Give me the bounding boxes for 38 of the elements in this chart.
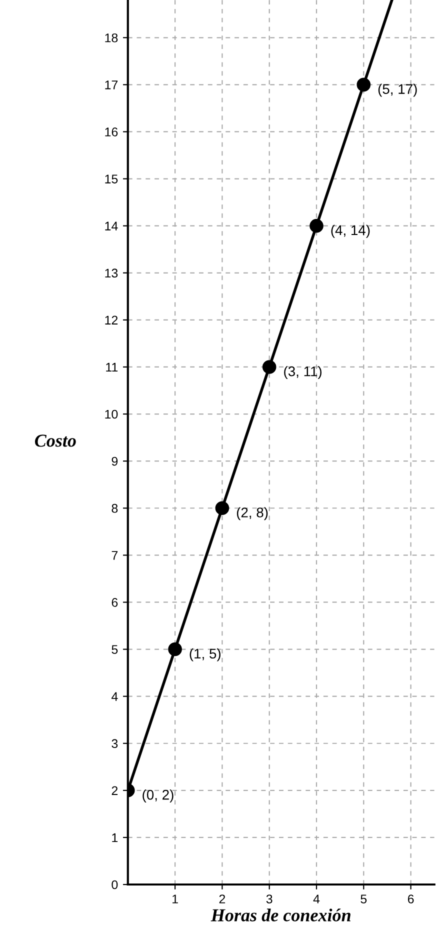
annotation: (4, 14): [331, 224, 370, 238]
y-tick-label: 10: [105, 410, 118, 419]
y-tick-label: 17: [105, 80, 118, 90]
y-tick-label: 18: [105, 33, 118, 42]
x-tick-label: 6: [408, 894, 414, 904]
point: [215, 501, 230, 516]
y-tick-label: 12: [105, 316, 118, 324]
x-tick-label: 3: [266, 894, 272, 904]
y-tick-label: 9: [112, 456, 118, 466]
y-tick-label: 1: [112, 833, 118, 842]
y-tick-label: 0: [112, 880, 118, 890]
x-tick-label: 1: [172, 894, 178, 904]
x-tick-label: 5: [360, 894, 367, 904]
y-tick-label: 11: [106, 362, 118, 372]
y-tick-label: 2: [112, 786, 118, 795]
point: [356, 78, 371, 92]
annotation: (3, 11): [284, 366, 322, 380]
annotation: (5, 17): [378, 84, 417, 97]
y-tick-label: 14: [105, 222, 118, 230]
x-tick-label: 2: [219, 894, 226, 904]
y-tick-label: 8: [112, 504, 118, 513]
y-tick-label: 13: [105, 268, 118, 278]
y-tick-label: 3: [112, 739, 118, 748]
annotation: (2, 8): [236, 507, 268, 520]
y-tick-label: 16: [105, 128, 118, 136]
y-tick-label: 15: [105, 174, 118, 184]
y-axis-title: Costo: [34, 434, 76, 447]
point: [168, 642, 182, 656]
x-axis-title: Horas de conexión: [210, 908, 350, 922]
y-tick-label: 6: [112, 598, 118, 607]
y-tick-label: 7: [112, 551, 118, 560]
x-tick-label: 4: [313, 894, 320, 904]
y-tick-label: 5: [112, 645, 118, 654]
point: [310, 218, 324, 233]
y-tick-label: 4: [112, 692, 118, 701]
point: [262, 360, 276, 374]
annotation: (0, 2): [142, 790, 174, 802]
annotation: (1, 5): [190, 648, 220, 662]
